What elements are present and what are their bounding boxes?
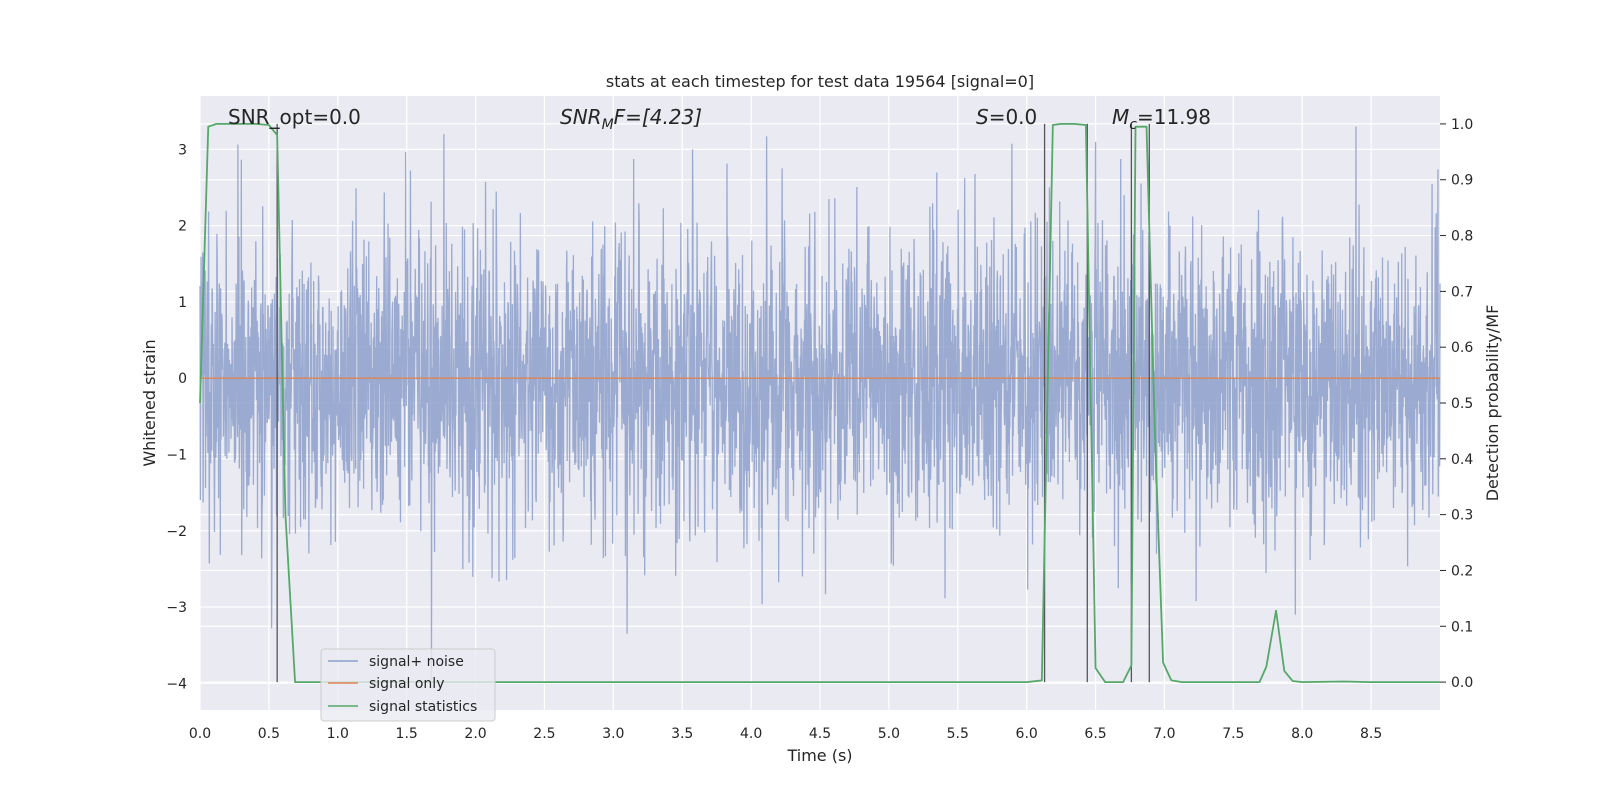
y2-tick-label: 0.2 — [1451, 563, 1473, 579]
y-tick-label: −4 — [166, 676, 187, 692]
annotation-s-rest: =0.0 — [989, 105, 1038, 129]
annotation-snr-mf: SNRMF=[4.23] — [560, 105, 702, 133]
annotation-snr-mf-sub: M — [602, 117, 614, 133]
y-tick-label: 0 — [178, 371, 187, 387]
y2-tick-label: 0.0 — [1451, 675, 1473, 691]
y2-tick-label: 0.5 — [1451, 396, 1473, 412]
y2-tick-label: 0.6 — [1451, 340, 1473, 356]
y2-tick-label: 0.4 — [1451, 452, 1473, 468]
chart-title: stats at each timestep for test data 195… — [606, 72, 1034, 91]
y-tick-label: −3 — [166, 600, 187, 616]
y-axis-title: Whitened strain — [140, 339, 159, 466]
legend-box — [320, 648, 496, 722]
x-tick-label: 0.0 — [189, 726, 211, 742]
x-tick-label: 1.5 — [396, 726, 418, 742]
x-tick-label: 5.5 — [947, 726, 969, 742]
x-tick-label: 5.0 — [878, 726, 900, 742]
x-tick-label: 7.0 — [1153, 726, 1175, 742]
y2-axis-title: Detection probability/MF — [1483, 305, 1502, 502]
annotation-snr-mf-rest: F=[4.23] — [614, 105, 702, 129]
x-tick-label: 0.5 — [258, 726, 280, 742]
axis-ticks: 0.0 0.5 1.0 1.5 2.0 2.5 3.0 3.5 4.0 4.5 5.0 5.5 6.0 6… — [166, 117, 1473, 742]
x-tick-label: 2.5 — [533, 726, 555, 742]
x-tick-label: 2.0 — [464, 726, 486, 742]
x-axis-title: Time (s) — [786, 746, 852, 765]
signal-statistics-series — [199, 123, 1440, 683]
x-tick-label: 8.0 — [1291, 726, 1313, 742]
annotation-snr-mf-main: SNR — [560, 105, 602, 129]
y2-tick-label: 0.9 — [1451, 173, 1473, 189]
signal-statistics-line — [199, 123, 1440, 683]
y-tick-label: 1 — [178, 295, 187, 311]
x-tick-label: 4.5 — [809, 726, 831, 742]
x-tick-label: 4.0 — [740, 726, 762, 742]
annotation-s: S=0.0 — [976, 105, 1037, 129]
y-tick-label: 2 — [178, 219, 187, 235]
x-tick-label: 6.5 — [1084, 726, 1106, 742]
signal-noise-line — [199, 126, 1441, 680]
y2-tick-label: 1.0 — [1451, 117, 1473, 133]
annotation-mc-sub: c — [1129, 117, 1137, 133]
annotation-mc: Mc=11.98 — [1112, 105, 1211, 133]
legend: signal+ noise signal only signal statist… — [320, 648, 496, 722]
annotation-snr-opt: SNR_opt=0.0 — [228, 105, 361, 129]
annotation-mc-main: M — [1112, 105, 1129, 129]
annotation-s-main: S — [976, 105, 989, 129]
x-tick-label: 7.5 — [1222, 726, 1244, 742]
y2-tick-label: 0.7 — [1451, 284, 1473, 300]
x-tick-label: 8.5 — [1360, 726, 1382, 742]
legend-label-signal-only: signal only — [369, 676, 444, 692]
y-tick-label: −2 — [166, 524, 187, 540]
x-tick-label: 1.0 — [327, 726, 349, 742]
y-tick-label: 3 — [178, 142, 187, 158]
y-tick-label: −1 — [166, 447, 187, 463]
x-tick-label: 3.5 — [671, 726, 693, 742]
y2-tick-label: 0.8 — [1451, 229, 1473, 245]
y2-tick-label: 0.1 — [1451, 619, 1473, 635]
y2-tick-label: 0.3 — [1451, 508, 1473, 524]
legend-label-signal-noise: signal+ noise — [369, 654, 464, 670]
x-tick-label: 3.0 — [602, 726, 624, 742]
x-tick-label: 6.0 — [1016, 726, 1038, 742]
legend-label-signal-statistics: signal statistics — [369, 699, 477, 715]
annotation-mc-rest: =11.98 — [1137, 105, 1211, 129]
signal-noise-series — [199, 126, 1441, 680]
